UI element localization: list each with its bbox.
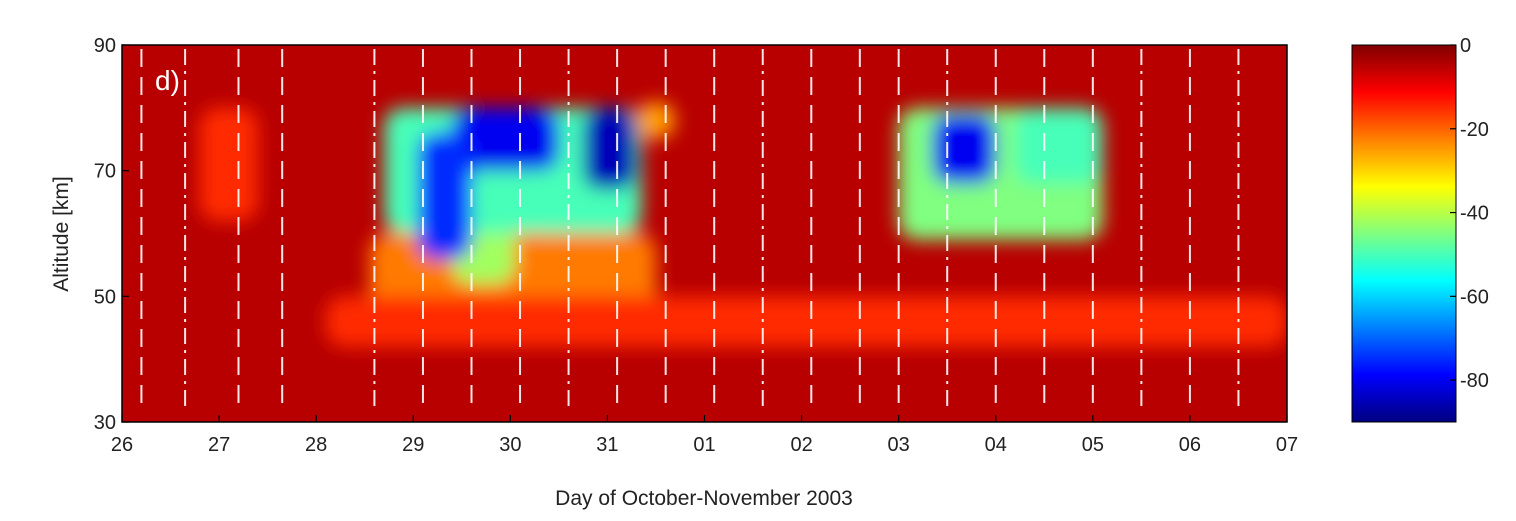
x-tick-label: 05 bbox=[1082, 434, 1104, 456]
x-tick-label: 06 bbox=[1179, 434, 1201, 456]
x-tick-label: 01 bbox=[693, 434, 715, 456]
colorbar: 0 -20 -40 -60 -80 bbox=[1351, 35, 1489, 423]
x-tick-label: 04 bbox=[985, 434, 1007, 456]
x-tick-label: 26 bbox=[111, 434, 133, 456]
y-tick-label: 50 bbox=[94, 286, 116, 308]
x-axis-label: Day of October-November 2003 bbox=[555, 487, 853, 510]
x-tick-label: 28 bbox=[305, 434, 327, 456]
heatmap-cell-4 bbox=[452, 107, 559, 171]
colorbar-scale bbox=[1351, 44, 1457, 423]
heatmap-cell-6 bbox=[583, 107, 637, 190]
y-tick-label: 70 bbox=[94, 161, 116, 183]
x-tick-label: 27 bbox=[208, 434, 230, 456]
heatmap-cell-11 bbox=[199, 107, 258, 221]
colorbar-tick-label: -80 bbox=[1460, 370, 1489, 392]
x-axis: 26 27 28 29 30 31 01 02 03 04 05 06 07 bbox=[111, 415, 1298, 456]
x-tick-label: 31 bbox=[596, 434, 618, 456]
y-axis-label: Altitude [km] bbox=[50, 176, 73, 292]
colorbar-tick-label: 0 bbox=[1460, 35, 1471, 57]
x-tick-label: 29 bbox=[402, 434, 424, 456]
heatmap-cell-10 bbox=[1015, 107, 1103, 184]
plot-background bbox=[122, 45, 1287, 422]
time-markers bbox=[140, 49, 1240, 408]
colorbar-ticks: 0 -20 -40 -60 -80 bbox=[1450, 35, 1489, 392]
heatmap-cell-5 bbox=[418, 132, 472, 259]
x-tick-label: 02 bbox=[790, 434, 812, 456]
y-axis: 30 50 70 90 bbox=[94, 35, 129, 434]
colorbar-tick-label: -60 bbox=[1460, 286, 1489, 308]
panel-label: d) bbox=[155, 65, 180, 96]
heatmap-cell-7 bbox=[636, 101, 676, 140]
heatmap-cell-9 bbox=[932, 114, 996, 184]
y-tick-label: 90 bbox=[94, 35, 116, 57]
colorbar-tick-label: -40 bbox=[1460, 203, 1489, 225]
heatmap-cell-1 bbox=[325, 296, 1287, 347]
x-tick-label: 30 bbox=[499, 434, 521, 456]
y-tick-label: 30 bbox=[94, 412, 116, 434]
x-tick-label: 07 bbox=[1276, 434, 1298, 456]
colorbar-tick-label: -20 bbox=[1460, 119, 1489, 141]
x-tick-label: 03 bbox=[888, 434, 910, 456]
plot-area: d) bbox=[121, 44, 1288, 423]
